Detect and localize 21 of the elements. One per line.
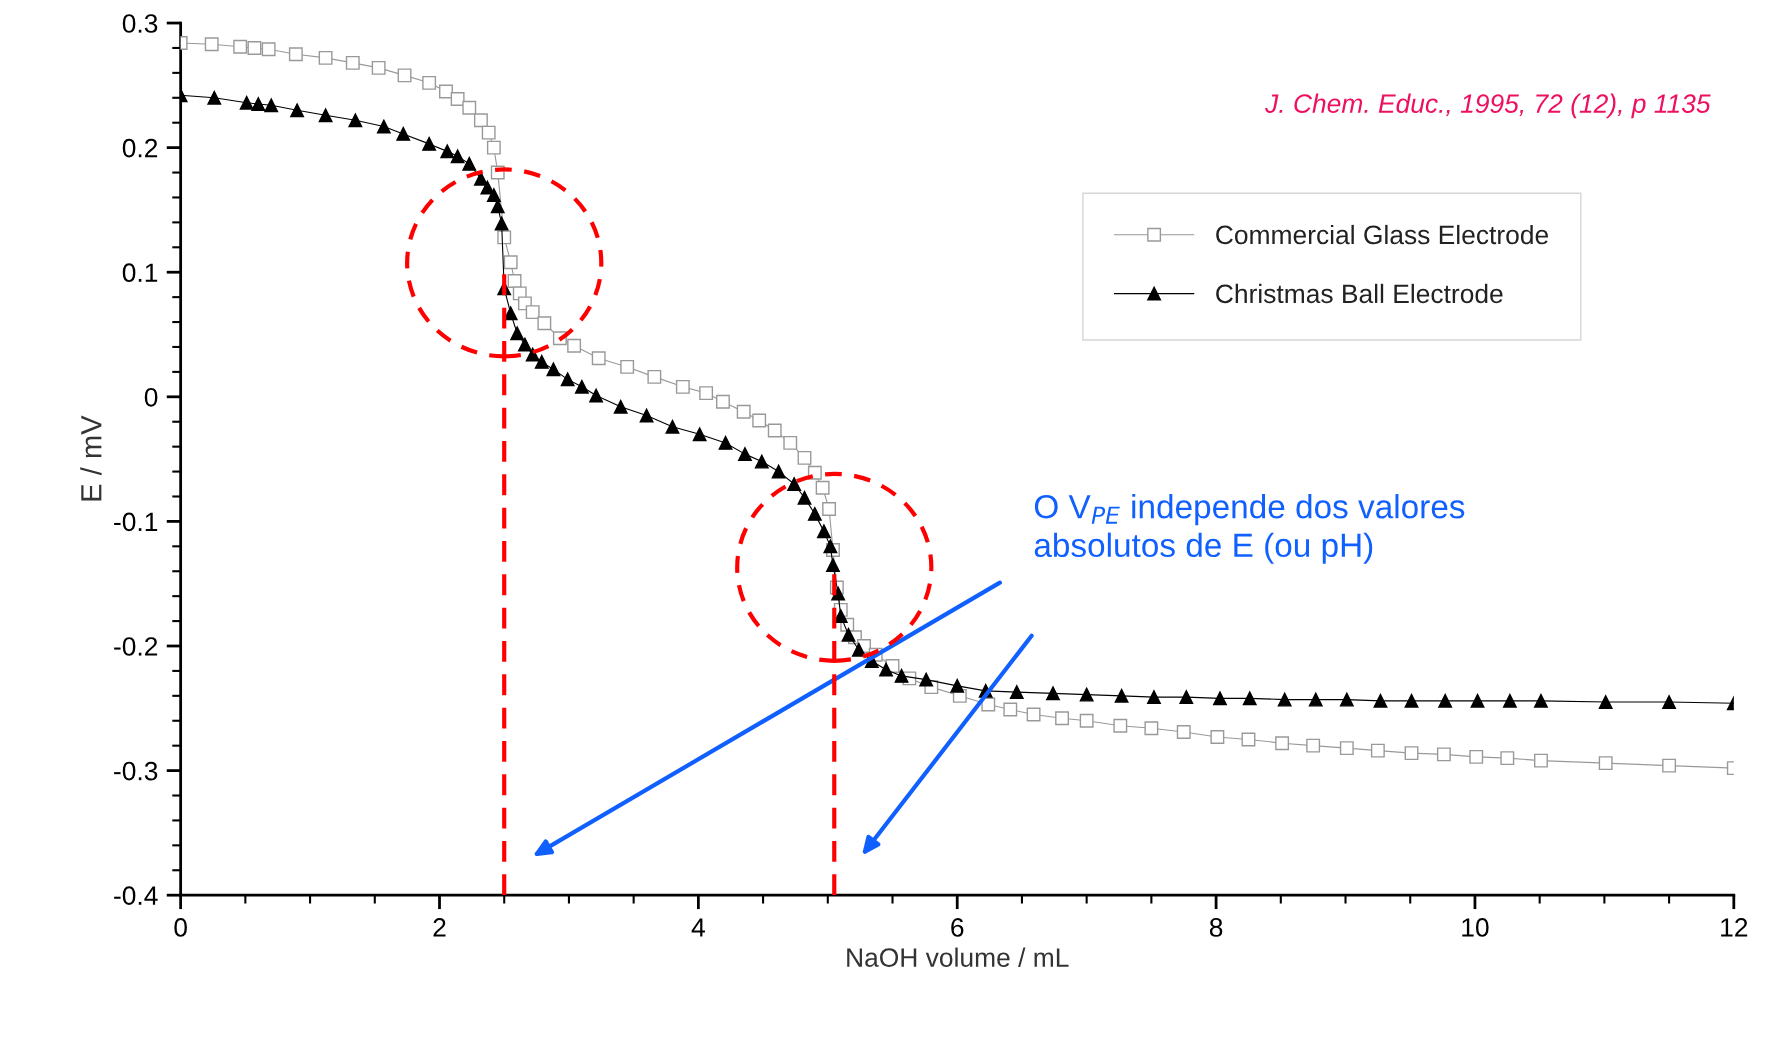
x-axis-title: NaOH volume / mL	[847, 947, 1069, 967]
y-tick-label: -0.3	[114, 761, 158, 781]
x-tick-label: 12	[1721, 918, 1748, 937]
y-tick-label: -0.1	[114, 512, 158, 532]
x-tick-label: 10	[1462, 918, 1489, 937]
x-tick-label: 0	[174, 918, 187, 937]
annotation: J. Chem. Educ., 1995, 72 (12), p 1135	[1265, 93, 1711, 119]
legend-label: Commercial Glass Electrode	[1216, 224, 1549, 245]
x-tick-label: 8	[1209, 918, 1223, 937]
y-axis-title: E / mV	[80, 415, 102, 501]
y-tick-label: -0.4	[114, 886, 158, 906]
x-tick-label: 4	[691, 918, 705, 937]
y-tick-label: 0.2	[122, 138, 158, 158]
y-tick-label: 0.3	[122, 14, 158, 33]
y-tick-label: 0.1	[122, 263, 158, 283]
y-tick-label: -0.2	[114, 637, 158, 656]
x-tick-label: 2	[433, 918, 446, 937]
y-tick-label: 0	[144, 387, 158, 407]
x-tick-label: 6	[951, 918, 964, 937]
annotation: O V$_{PE}$ independe dos valores absolutos de E (ou pH)	[1034, 494, 1465, 564]
legend-label: Christmas Ball Electrode	[1216, 283, 1503, 304]
